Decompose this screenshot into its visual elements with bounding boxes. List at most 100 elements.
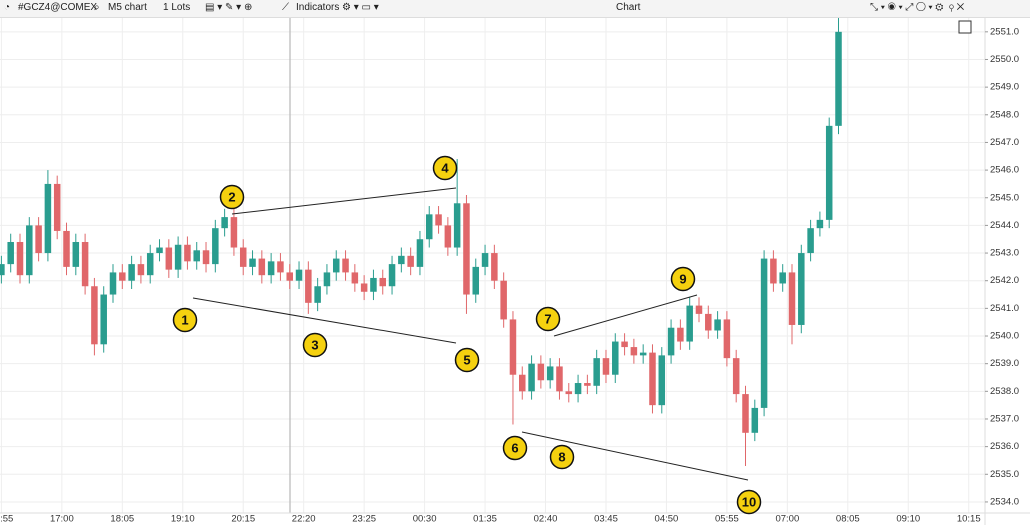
trend-line [553, 294, 698, 337]
y-tick-label: 2541.0 [990, 303, 1019, 314]
annotation-marker [736, 489, 762, 515]
window-icons[interactable]: ⤡ ▾ ◉ ▾ ⤢ ◯ ▾ ⚙ ⚲ ✕ [870, 2, 965, 13]
candle-body [825, 125, 833, 220]
annotation-marker [502, 435, 528, 461]
candle-body [388, 264, 396, 287]
candle-body [779, 272, 786, 284]
candle-body [621, 341, 628, 348]
x-tick-label: 19:10 [171, 514, 195, 525]
candle-body [565, 391, 573, 395]
annotation-marker [172, 307, 198, 333]
logo: ◔ [4, 2, 11, 13]
candle-body [500, 280, 507, 320]
trend-lines [192, 187, 749, 481]
candle-body [305, 269, 312, 303]
y-tick-label: 2534.0 [990, 496, 1019, 507]
annotation-marker [670, 266, 696, 292]
indicators[interactable]: Indicators [296, 2, 340, 13]
candle-body [760, 258, 768, 408]
candle-body [742, 394, 749, 433]
symbol[interactable]: #GCZ4@COMEX [18, 2, 98, 13]
candle-body [695, 305, 703, 314]
candles [0, 18, 842, 466]
candle-body [788, 272, 796, 325]
candle-body [230, 217, 238, 248]
candle-body [128, 264, 135, 281]
candle-body [593, 358, 600, 386]
annotation-label: 6 [511, 440, 518, 455]
lots[interactable]: 1 Lots [163, 2, 191, 13]
candle-body [612, 341, 619, 375]
candle-body [277, 261, 284, 273]
candle-body [574, 383, 582, 395]
candle-body [286, 272, 293, 281]
x-tick-label: 02:40 [534, 514, 558, 525]
x-tick-label: 18:05 [110, 514, 134, 525]
candle-body [705, 313, 712, 331]
candle-body [667, 327, 675, 356]
y-tick-label: 2551.0 [990, 26, 1019, 37]
trend-line [521, 431, 749, 481]
timeframe[interactable]: M5 chart [108, 2, 147, 13]
candle-body [639, 352, 647, 356]
toolbar: ◔ #GCZ4@COMEX ⌕ M5 chart 1 Lots ▤ ▾ ✎ ▾ … [0, 0, 1030, 18]
candle-body [816, 219, 824, 229]
candle-body [546, 366, 554, 381]
annotation-label: 8 [558, 449, 565, 464]
more-icons[interactable]: ⚙ ▾ ▭ ▾ [342, 2, 379, 13]
candle-body [584, 383, 591, 386]
indicators-icon: ⟋ [282, 2, 289, 13]
candle-body [370, 277, 377, 292]
candle-body [416, 239, 424, 267]
candle-body [714, 319, 721, 331]
candle-body [351, 272, 359, 284]
candle-body [323, 272, 331, 287]
candle-body [481, 253, 489, 267]
x-tick-label: 05:55 [715, 514, 739, 525]
candle-body [267, 261, 275, 276]
annotation-marker [454, 347, 480, 373]
grid [0, 18, 985, 513]
y-tick-label: 2538.0 [990, 386, 1019, 397]
y-tick-label: 2535.0 [990, 469, 1019, 480]
candle-body [444, 225, 452, 248]
y-tick-label: 2546.0 [990, 165, 1019, 176]
candle-body [109, 272, 117, 295]
y-tick-label: 2547.0 [990, 137, 1019, 148]
trend-line [192, 297, 457, 344]
y-tick-label: 2539.0 [990, 358, 1019, 369]
annotations: 1 2 3 4 5 6 7 8 9 10 [172, 155, 762, 515]
x-tick-label: 22:20 [292, 514, 316, 525]
y-tick-label: 2537.0 [990, 413, 1019, 424]
search-icon[interactable]: ⌕ [94, 2, 100, 13]
candle-body [723, 319, 731, 359]
candle-body [16, 241, 24, 276]
candle-body [630, 347, 638, 356]
annotation-marker [535, 306, 561, 332]
tools-icons[interactable]: ▤ ▾ ✎ ▾ ⊕ [205, 2, 253, 13]
candle-body [202, 250, 210, 265]
candle-body [798, 253, 805, 325]
candle-body [677, 327, 684, 342]
candle-body [119, 272, 126, 281]
candle-body [91, 286, 98, 345]
candle-body [249, 258, 256, 267]
candle-body [425, 214, 433, 240]
annotation-label: 9 [679, 271, 686, 286]
annotation-label: 10 [742, 494, 756, 509]
x-tick-label: 17:00 [50, 514, 74, 525]
candle-body [35, 225, 42, 254]
x-tick-label: 03:45 [594, 514, 618, 525]
candle-body [835, 31, 842, 126]
y-tick-label: 2540.0 [990, 331, 1019, 342]
candle-body [379, 277, 387, 287]
candle-body [258, 258, 266, 276]
candle-body [72, 241, 80, 267]
y-tick-label: 2550.0 [990, 54, 1019, 65]
scroll-end-button[interactable] [958, 20, 972, 34]
x-tick-label: 08:05 [836, 514, 860, 525]
candle-body [239, 247, 247, 267]
candle-body [0, 264, 5, 276]
